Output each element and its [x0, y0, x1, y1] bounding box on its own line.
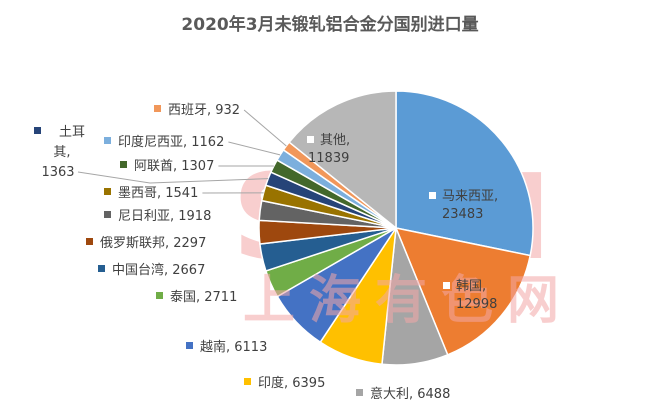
label-category-4: 越南, [200, 339, 234, 355]
label-value-11: 1307 [181, 159, 214, 174]
label-text-12: 印度尼西亚, 1162 [118, 134, 224, 150]
label-marker-5 [156, 292, 163, 299]
label-value-3: 6395 [292, 376, 325, 391]
label-marker-3 [244, 378, 251, 385]
label-value-13: 932 [215, 103, 240, 118]
label-category-2: 意大利, [370, 386, 417, 402]
data-label-1: 韩国, 12998 [441, 279, 497, 312]
label-text-4: 越南, 6113 [200, 339, 267, 355]
label-value-8: 1918 [178, 209, 211, 224]
data-label-6: 中国台湾, 2667 [98, 262, 205, 278]
label-text-3: 印度, 6395 [258, 375, 325, 391]
label-value-7: 2297 [173, 236, 206, 251]
label-category-8: 尼日利亚, [118, 209, 178, 224]
watermark-cn-text: 上海有色网 [243, 271, 573, 331]
data-label-0: 马来西亚, 23483 [427, 189, 498, 222]
label-category-13: 西班牙, [168, 103, 215, 118]
data-labels: 马来西亚, 23483 韩国, 12998 意大利, 6488 印度, 6395 越南, 6… [34, 103, 498, 402]
label-value-5: 2711 [204, 290, 237, 305]
label-text-13: 西班牙, 932 [168, 103, 240, 118]
data-label-7: 俄罗斯联邦, 2297 [86, 236, 206, 251]
data-label-12: 印度尼西亚, 1162 [104, 134, 224, 150]
label-marker-14 [305, 134, 316, 145]
label-text-5: 泰国, 2711 [170, 290, 237, 305]
label-marker-6 [98, 265, 105, 272]
data-label-5: 泰国, 2711 [156, 290, 237, 305]
label-category-10-a: 土耳 [59, 125, 85, 140]
data-label-4: 越南, 6113 [186, 339, 267, 355]
label-marker-9 [104, 188, 111, 195]
label-marker-8 [104, 211, 111, 218]
label-value-9: 1541 [165, 186, 198, 201]
label-marker-0 [427, 190, 438, 201]
pie-slice-0 [395, 90, 534, 257]
chart-title: 2020年3月未锻轧铝合金分国别进口量 [181, 15, 479, 35]
label-category-6: 中国台湾, [112, 262, 172, 278]
data-label-11: 阿联酋, 1307 [120, 158, 214, 174]
leader-line-13 [243, 109, 287, 147]
leader-line-10 [77, 171, 269, 184]
label-category-10-b: 其, [53, 145, 70, 160]
label-value-14: 11839 [308, 151, 349, 166]
label-marker-10 [34, 127, 41, 134]
label-marker-7 [86, 238, 93, 245]
pie-slice-14 [288, 90, 397, 230]
label-marker-11 [120, 161, 127, 168]
label-text-9: 墨西哥, 1541 [118, 186, 198, 201]
data-label-3: 印度, 6395 [244, 375, 325, 391]
label-value-1: 12998 [456, 297, 497, 312]
label-marker-4 [186, 342, 193, 349]
pie-slices [258, 90, 534, 366]
label-text-2: 意大利, 6488 [370, 386, 450, 402]
label-value-2: 6488 [417, 387, 450, 402]
label-marker-2 [356, 389, 363, 396]
data-label-8: 尼日利亚, 1918 [104, 209, 211, 224]
data-label-9: 墨西哥, 1541 [104, 186, 198, 201]
label-category-12: 印度尼西亚, [118, 134, 191, 150]
label-text-11: 阿联酋, 1307 [134, 158, 214, 174]
label-value-0: 23483 [442, 207, 483, 222]
label-category-11: 阿联酋, [134, 158, 181, 174]
label-text-7: 俄罗斯联邦, 2297 [100, 236, 206, 251]
label-value-4: 6113 [234, 340, 267, 355]
data-label-13: 西班牙, 932 [154, 103, 240, 118]
label-category-0: 马来西亚, [442, 189, 498, 204]
label-category-14: 其他, [320, 133, 350, 148]
label-text-8: 尼日利亚, 1918 [118, 209, 211, 224]
leader-line-12 [228, 141, 281, 156]
label-value-12: 1162 [191, 135, 224, 150]
data-label-2: 意大利, 6488 [356, 386, 450, 402]
label-category-7: 俄罗斯联邦, [100, 236, 173, 251]
label-category-9: 墨西哥, [118, 186, 165, 201]
label-marker-1 [441, 280, 452, 291]
label-value-10: 1363 [41, 165, 74, 180]
label-category-5: 泰国, [170, 290, 204, 305]
label-category-1: 韩国, [456, 279, 486, 294]
watermark-text: 上海有色网 [243, 271, 573, 331]
label-marker-13 [154, 105, 161, 112]
label-marker-12 [104, 137, 111, 144]
label-value-6: 2667 [172, 263, 205, 278]
pie-slice-1 [394, 226, 532, 356]
label-text-6: 中国台湾, 2667 [112, 262, 205, 278]
leader-lines [77, 109, 287, 194]
data-label-14: 其他, 11839 [305, 133, 350, 166]
data-label-10: 土耳其, 1363 [34, 125, 85, 180]
label-category-3: 印度, [258, 375, 292, 391]
